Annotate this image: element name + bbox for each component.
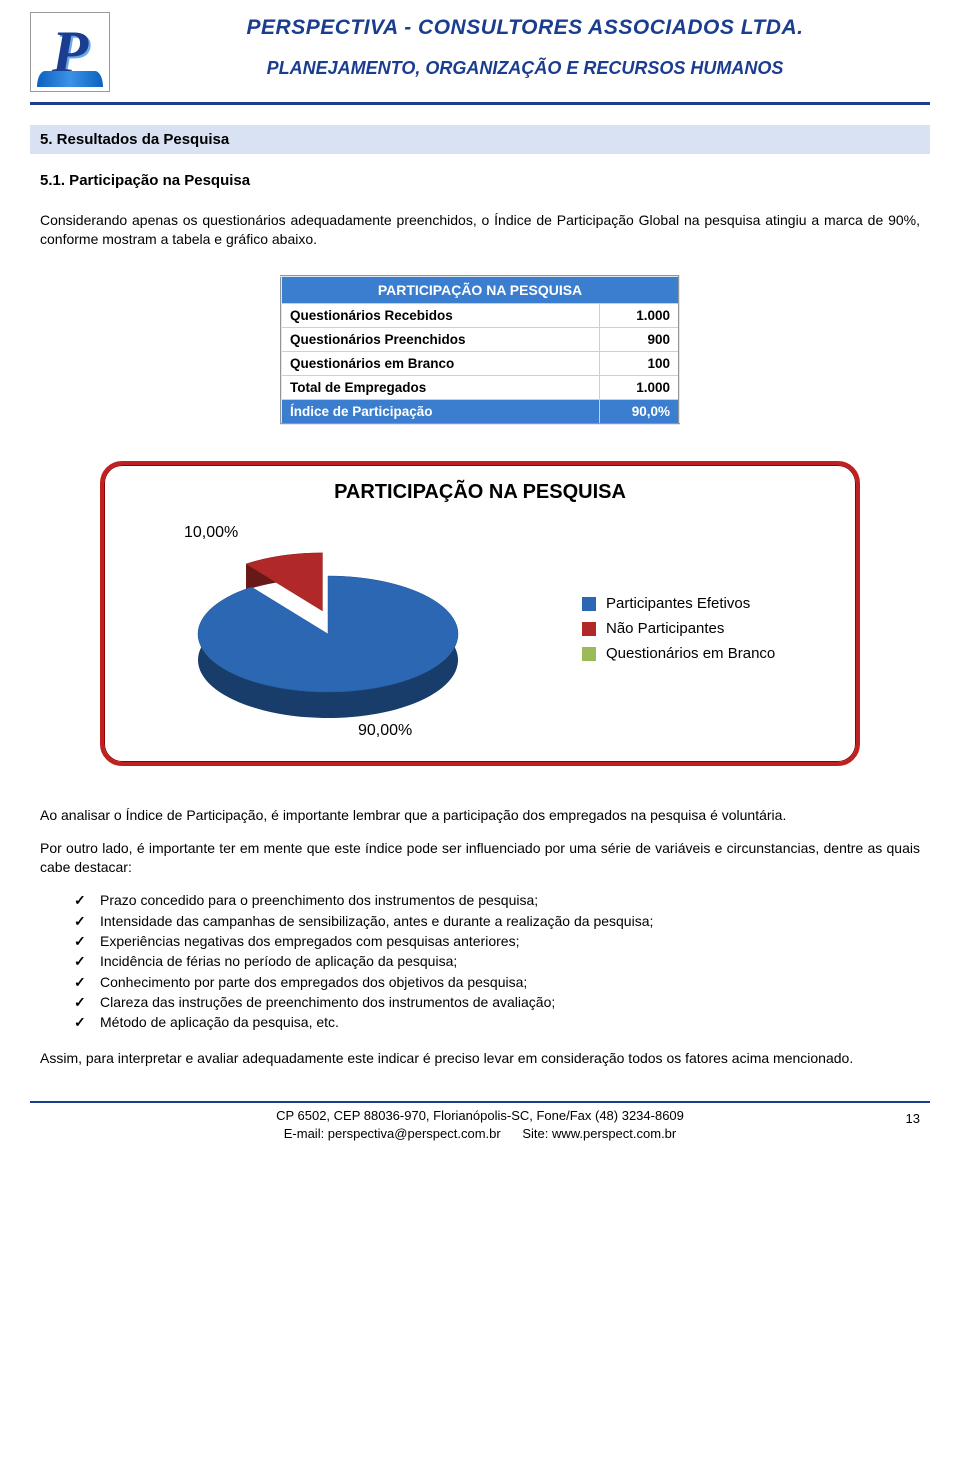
legend-swatch	[582, 597, 596, 611]
page-header: P PERSPECTIVA - CONSULTORES ASSOCIADOS L…	[0, 0, 960, 92]
chart-pie-area: 10,00% 90,00%	[128, 524, 582, 734]
chart-title: PARTICIPAÇÃO NA PESQUISA	[128, 481, 832, 504]
table-title: PARTICIPAÇÃO NA PESQUISA	[281, 276, 679, 304]
table-cell-label: Questionários Preenchidos	[281, 327, 599, 351]
table-highlight-label: Índice de Participação	[281, 399, 599, 424]
logo: P	[30, 12, 110, 92]
chart-frame: PARTICIPAÇÃO NA PESQUISA 10,00% 90,00% P…	[100, 461, 860, 766]
participation-table: PARTICIPAÇÃO NA PESQUISA Questionários R…	[280, 275, 680, 425]
table-row: Total de Empregados1.000	[281, 375, 679, 399]
chart-slice-label-big: 90,00%	[358, 722, 412, 740]
footer-line-1: CP 6502, CEP 88036-970, Florianópolis-SC…	[80, 1107, 880, 1125]
chart-slice-label-small: 10,00%	[184, 524, 238, 542]
footer-rule	[30, 1101, 930, 1103]
table-row: Questionários em Branco100	[281, 351, 679, 375]
bullet-item: Conhecimento por parte dos empregados do…	[74, 972, 920, 992]
analysis-para-2: Por outro lado, é importante ter em ment…	[40, 839, 920, 877]
table-cell-label: Total de Empregados	[281, 375, 599, 399]
bullet-item: Método de aplicação da pesquisa, etc.	[74, 1012, 920, 1032]
legend-item: Participantes Efetivos	[582, 595, 832, 612]
analysis-bullet-list: Prazo concedido para o preenchimento dos…	[74, 890, 920, 1032]
table-cell-label: Questionários em Branco	[281, 351, 599, 375]
bullet-item: Intensidade das campanhas de sensibiliza…	[74, 911, 920, 931]
table-cell-value: 1.000	[599, 375, 679, 399]
section-heading: 5. Resultados da Pesquisa	[30, 125, 930, 154]
company-subtitle: PLANEJAMENTO, ORGANIZAÇÃO E RECURSOS HUM…	[120, 58, 930, 79]
logo-swoosh	[37, 71, 103, 87]
legend-swatch	[582, 647, 596, 661]
table-highlight-value: 90,0%	[599, 399, 679, 424]
subsection-heading: 5.1. Participação na Pesquisa	[40, 172, 920, 189]
legend-item: Questionários em Branco	[582, 645, 832, 662]
intro-paragraph: Considerando apenas os questionários ade…	[40, 211, 920, 249]
bullet-item: Incidência de férias no período de aplic…	[74, 951, 920, 971]
page-footer: CP 6502, CEP 88036-970, Florianópolis-SC…	[0, 1107, 960, 1160]
pie-chart-svg	[188, 544, 508, 734]
table-row: Questionários Preenchidos900	[281, 327, 679, 351]
header-rule	[30, 102, 930, 105]
bullet-item: Experiências negativas dos empregados co…	[74, 931, 920, 951]
table-row: Questionários Recebidos1.000	[281, 303, 679, 327]
legend-label: Não Participantes	[606, 620, 724, 637]
legend-label: Questionários em Branco	[606, 645, 775, 662]
table-cell-label: Questionários Recebidos	[281, 303, 599, 327]
table-cell-value: 900	[599, 327, 679, 351]
chart-legend: Participantes Efetivos Não Participantes Q…	[582, 587, 832, 670]
table-highlight-row: Índice de Participação 90,0%	[281, 399, 679, 424]
bullet-item: Clareza das instruções de preenchimento …	[74, 992, 920, 1012]
legend-swatch	[582, 622, 596, 636]
company-title: PERSPECTIVA - CONSULTORES ASSOCIADOS LTD…	[120, 16, 930, 40]
bullet-item: Prazo concedido para o preenchimento dos…	[74, 890, 920, 910]
table-cell-value: 100	[599, 351, 679, 375]
page-number: 13	[880, 1107, 920, 1126]
table-cell-value: 1.000	[599, 303, 679, 327]
analysis-para-3: Assim, para interpretar e avaliar adequa…	[40, 1049, 920, 1068]
footer-line-2: E-mail: perspectiva@perspect.com.br Site…	[80, 1125, 880, 1143]
analysis-para-1: Ao analisar o Índice de Participação, é …	[40, 806, 920, 825]
legend-label: Participantes Efetivos	[606, 595, 750, 612]
legend-item: Não Participantes	[582, 620, 832, 637]
